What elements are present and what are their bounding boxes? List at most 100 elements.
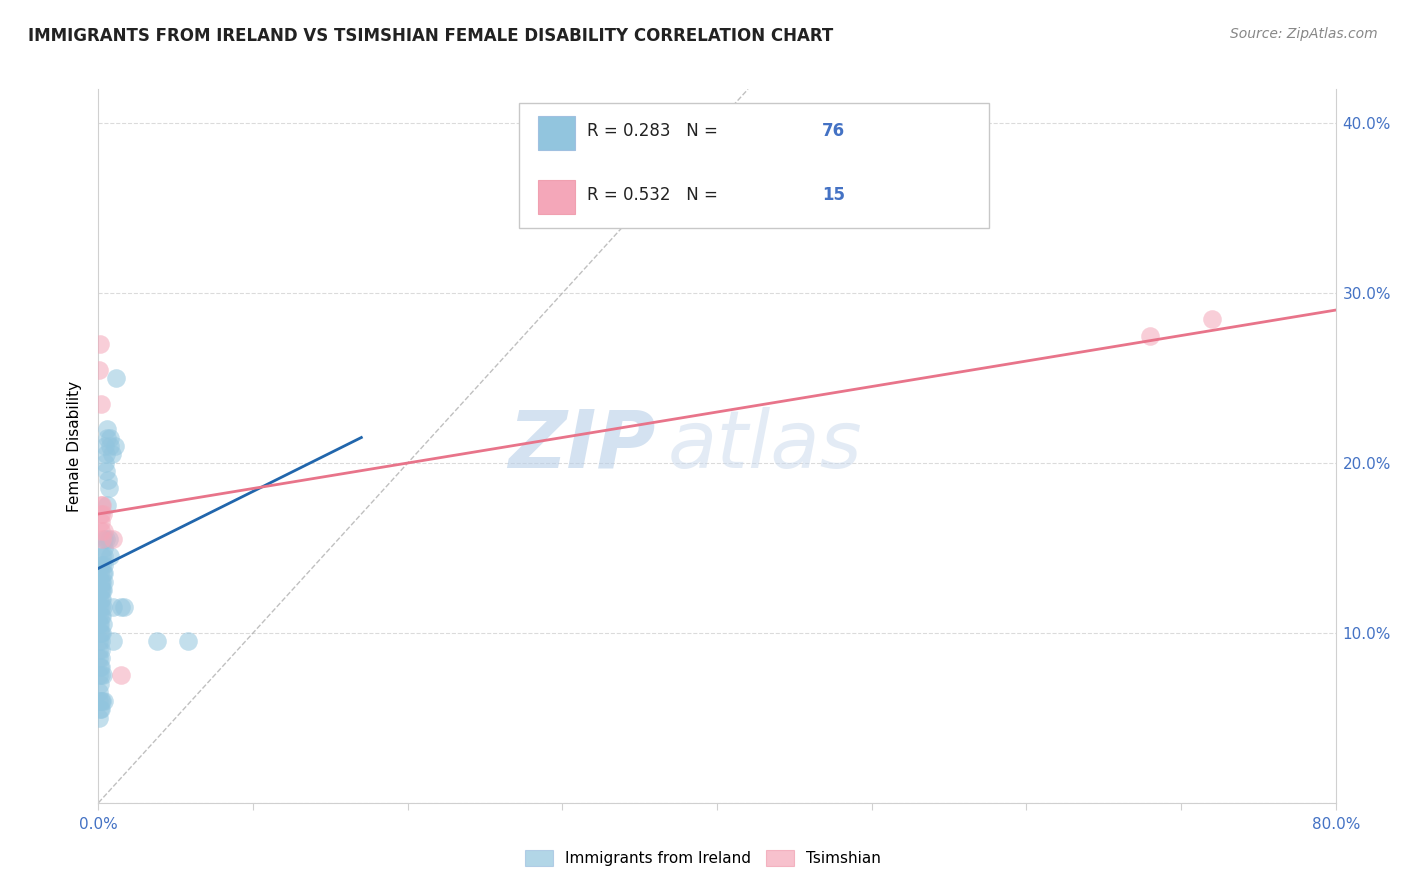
Legend: Immigrants from Ireland, Tsimshian: Immigrants from Ireland, Tsimshian [516,841,890,875]
Point [177,634,200,648]
Point [89,566,111,581]
Text: ZIP: ZIP [508,407,655,485]
Point [90,591,112,606]
Point [91,668,114,682]
Point [93,558,115,572]
Text: Source: ZipAtlas.com: Source: ZipAtlas.com [1230,27,1378,41]
Point [91,617,114,632]
Point [97,482,120,496]
Point [90,516,112,530]
Text: IMMIGRANTS FROM IRELAND VS TSIMSHIAN FEMALE DISABILITY CORRELATION CHART: IMMIGRANTS FROM IRELAND VS TSIMSHIAN FEM… [28,27,834,45]
Point [1201,311,1223,326]
Point [94,439,117,453]
Point [87,643,110,657]
Point [112,600,135,615]
Point [94,456,117,470]
Point [100,549,122,564]
Point [89,617,111,632]
Point [96,422,118,436]
Text: 76: 76 [823,121,845,139]
Point [90,660,112,674]
Point [90,396,112,410]
Point [90,694,112,708]
Point [91,694,114,708]
Point [101,634,124,648]
Point [87,608,110,623]
Point [104,439,127,453]
Point [90,600,112,615]
Point [90,608,112,623]
Point [90,651,112,665]
Y-axis label: Female Disability: Female Disability [67,380,83,512]
Point [91,499,114,513]
Point [101,533,124,547]
Point [110,668,132,682]
Point [91,549,114,564]
Point [93,541,115,555]
Point [91,583,114,598]
Point [87,617,110,632]
Point [90,702,112,716]
Point [89,574,111,589]
Point [91,507,114,521]
Point [1139,328,1161,343]
Point [93,694,115,708]
Point [93,583,115,598]
Point [90,668,112,682]
Point [98,430,121,444]
Point [89,651,111,665]
Point [89,660,111,674]
Point [93,524,115,538]
Point [97,473,120,487]
Point [90,608,112,623]
Point [94,448,117,462]
Point [98,439,121,453]
Point [94,465,117,479]
Point [90,643,112,657]
Point [90,524,112,538]
Bar [537,180,575,214]
Point [90,507,112,521]
Point [90,574,112,589]
Point [91,600,114,615]
Point [93,533,115,547]
Point [105,371,128,385]
Point [89,685,111,699]
Point [110,600,132,615]
Point [91,626,114,640]
Point [91,566,114,581]
Point [90,583,112,598]
Point [93,566,115,581]
Point [91,533,114,547]
Point [89,677,111,691]
Point [87,668,110,682]
Point [100,448,122,462]
Text: atlas: atlas [668,407,862,485]
Point [146,634,169,648]
Point [93,549,115,564]
FancyBboxPatch shape [519,103,990,228]
Point [91,558,114,572]
Point [101,600,124,615]
Point [89,600,111,615]
Point [90,626,112,640]
Point [89,591,111,606]
Point [89,583,111,598]
Point [89,337,111,351]
Point [96,430,118,444]
Point [93,574,115,589]
Point [89,558,111,572]
Point [89,702,111,716]
Point [89,626,111,640]
Point [97,533,120,547]
Point [96,499,118,513]
Text: R = 0.532   N =: R = 0.532 N = [588,186,723,203]
Point [94,533,117,547]
Bar [537,116,575,150]
Point [87,694,110,708]
Point [90,499,112,513]
Text: R = 0.283   N =: R = 0.283 N = [588,121,723,139]
Point [89,362,111,376]
Point [91,591,114,606]
Point [89,634,111,648]
